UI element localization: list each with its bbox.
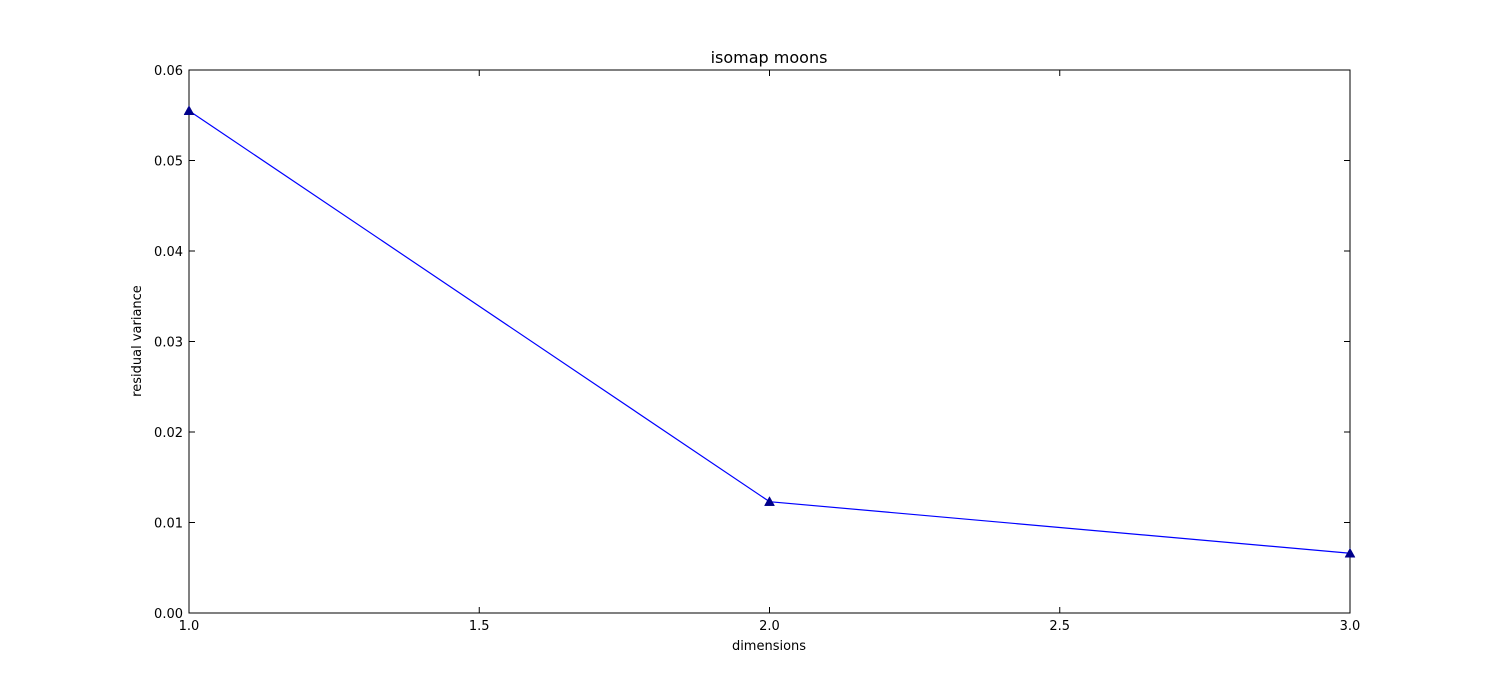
x-tick-label: 1.5 — [469, 619, 490, 634]
chart-title: isomap moons — [711, 48, 828, 67]
y-tick-label: 0.00 — [154, 607, 183, 622]
y-axis: 0.00 0.01 0.02 0.03 0.04 0.05 0.06 — [154, 64, 1350, 622]
y-tick-label: 0.06 — [154, 64, 183, 79]
x-tick-label: 2.5 — [1049, 619, 1070, 634]
y-tick-label: 0.04 — [154, 245, 183, 260]
x-tick-label: 3.0 — [1340, 619, 1361, 634]
plot-area-frame — [188, 69, 1351, 614]
x-tick-label: 1.0 — [179, 619, 200, 634]
x-tick-label: 2.0 — [759, 619, 780, 634]
series-line — [188, 110, 1351, 554]
y-tick-label: 0.01 — [154, 517, 183, 532]
x-axis: 1.0 1.5 2.0 2.5 3.0 — [179, 70, 1361, 634]
y-axis-label: residual variance — [130, 285, 145, 397]
series-layer — [183, 105, 1356, 558]
y-tick-label: 0.05 — [154, 155, 183, 170]
y-tick-label: 0.02 — [154, 426, 183, 441]
data-point-marker — [764, 496, 775, 506]
x-axis-label: dimensions — [732, 639, 806, 654]
data-point-marker — [183, 105, 195, 115]
data-point-marker — [1344, 547, 1356, 558]
y-tick-label: 0.03 — [154, 336, 183, 351]
